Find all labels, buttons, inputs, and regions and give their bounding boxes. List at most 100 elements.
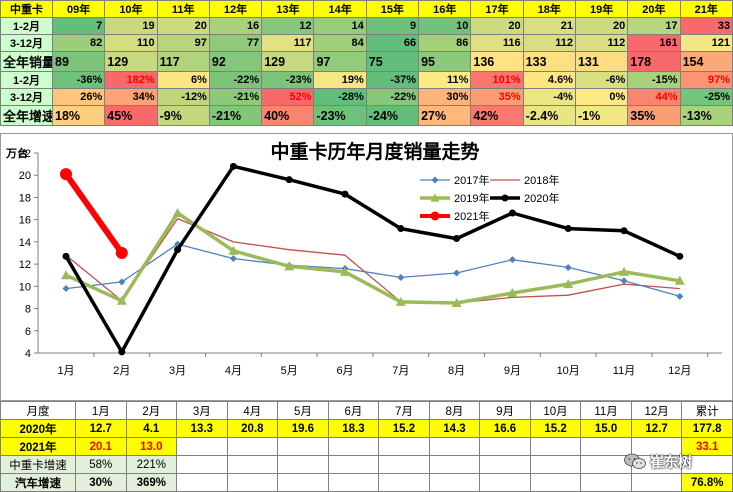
data-point — [564, 225, 572, 233]
monthly-cell — [529, 473, 582, 492]
month-header: 1月 — [75, 401, 127, 420]
year-header: 19年 — [574, 0, 629, 18]
data-point — [174, 246, 182, 254]
monthly-cell — [226, 455, 279, 474]
x-tick-label: 10月 — [557, 365, 580, 377]
month-header: 4月 — [226, 401, 279, 420]
legend-label: 2020年 — [524, 191, 559, 205]
monthly-cell: 369% — [125, 473, 178, 492]
monthly-cell: 20.8 — [226, 419, 279, 438]
stats-cell: -15% — [627, 71, 681, 89]
watermark-text: 崔东树 — [650, 454, 692, 470]
month-header: 6月 — [327, 401, 380, 420]
x-tick-label: 4月 — [225, 365, 242, 377]
monthly-cell: 13.0 — [125, 437, 178, 456]
legend-marker — [501, 194, 509, 202]
year-header: 15年 — [365, 0, 420, 18]
data-point — [451, 298, 462, 307]
stats-cell: -13% — [679, 105, 733, 126]
data-point — [508, 209, 516, 217]
stats-cell: 10 — [418, 17, 472, 35]
stats-cell: 117 — [261, 34, 315, 52]
year-header: 18年 — [522, 0, 576, 18]
monthly-cell: 15.2 — [378, 419, 430, 438]
legend-marker — [430, 193, 440, 202]
data-point — [563, 279, 574, 289]
stats-cell: 75 — [365, 51, 420, 72]
y-axis-label: 万台 — [5, 146, 28, 160]
y-tick-label: 14 — [19, 237, 31, 249]
month-header: 10月 — [529, 401, 582, 420]
stats-cell: -23% — [313, 105, 367, 126]
data-point — [62, 252, 70, 260]
y-tick-label: 18 — [19, 192, 31, 204]
row-label: 2020年 — [0, 419, 76, 438]
stats-cell: 30% — [418, 88, 472, 106]
stats-cell: 19 — [104, 17, 158, 35]
month-header: 5月 — [277, 401, 329, 420]
stats-cell: 77 — [208, 34, 263, 52]
stats-cell: 40% — [261, 105, 315, 126]
x-tick-label: 3月 — [169, 365, 186, 377]
y-tick-label: 4 — [25, 348, 31, 360]
monthly-cell: 76.8% — [681, 473, 733, 492]
row-label: 全年增速 — [0, 105, 53, 126]
stats-cell: 161 — [627, 34, 681, 52]
y-tick-label: 10 — [19, 281, 31, 293]
stats-cell: -28% — [313, 88, 367, 106]
monthly-cell — [479, 437, 531, 456]
stats-cell: -6% — [574, 71, 629, 89]
data-point — [340, 266, 350, 276]
monthly-cell: 16.6 — [479, 419, 531, 438]
row-label: 2021年 — [0, 437, 76, 456]
stats-row: 全年销量 89 129 117 92 129 97 75 95 136 133 131 178 154 — [0, 51, 733, 72]
data-point — [341, 190, 349, 198]
stats-cell: 129 — [104, 51, 158, 72]
monthly-cell: 58% — [75, 455, 127, 474]
year-header: 14年 — [313, 0, 367, 18]
monthly-cell — [327, 437, 380, 456]
stats-cell: -2.4% — [522, 105, 576, 126]
data-point — [676, 292, 684, 300]
stats-cell: -25% — [679, 88, 733, 106]
y-tick-label: 16 — [19, 215, 31, 227]
stats-cell: -4% — [522, 88, 576, 106]
stats-cell: 52% — [261, 88, 315, 106]
legend-label: 2018年 — [524, 173, 559, 187]
stats-cell: 131 — [574, 51, 629, 72]
row-label: 汽车增速 — [0, 473, 76, 492]
data-point — [397, 225, 405, 233]
stats-cell: 18% — [51, 105, 106, 126]
monthly-cell — [378, 473, 430, 492]
monthly-cell: 12.7 — [630, 419, 683, 438]
monthly-cell: 4.1 — [125, 419, 178, 438]
data-point — [229, 162, 237, 170]
monthly-cell: 177.8 — [681, 419, 733, 438]
stats-cell: 117 — [156, 51, 210, 72]
stats-cell: 17 — [627, 17, 681, 35]
month-header: 3月 — [176, 401, 228, 420]
x-tick-label: 1月 — [57, 365, 74, 377]
monthly-cell — [327, 455, 380, 474]
stats-row: 3-12月 26% 34% -12% -21% 52% -28% -22% 30% 35% -4% 0… — [0, 88, 733, 106]
month-header: 7月 — [378, 401, 430, 420]
monthly-cell: 14.3 — [428, 419, 481, 438]
stats-cell: 84 — [313, 34, 367, 52]
data-point — [620, 277, 628, 285]
data-point — [507, 288, 518, 297]
data-point — [620, 227, 628, 235]
stats-cell: 110 — [104, 34, 158, 52]
stats-cell: -21% — [208, 88, 263, 106]
monthly-cell — [277, 473, 329, 492]
x-tick-label: 2月 — [113, 365, 130, 377]
stats-row: 1-2月 7 19 20 16 12 14 9 10 20 21 20 17 33 — [0, 17, 733, 35]
stats-cell: 14 — [313, 17, 367, 35]
stats-cell: 26% — [51, 88, 106, 106]
monthly-sales-chart: 4 6 8 10 12 14 16 18 20 22 万台 1月 2月 3月 4月 5月 6月 7月 8月 9月 10月… — [0, 133, 733, 401]
row-label: 中重卡增速 — [0, 455, 76, 474]
monthly-cell: 221% — [125, 455, 178, 474]
month-header: 2月 — [125, 401, 178, 420]
stats-cell: 44% — [627, 88, 681, 106]
chart-border — [0, 133, 733, 401]
